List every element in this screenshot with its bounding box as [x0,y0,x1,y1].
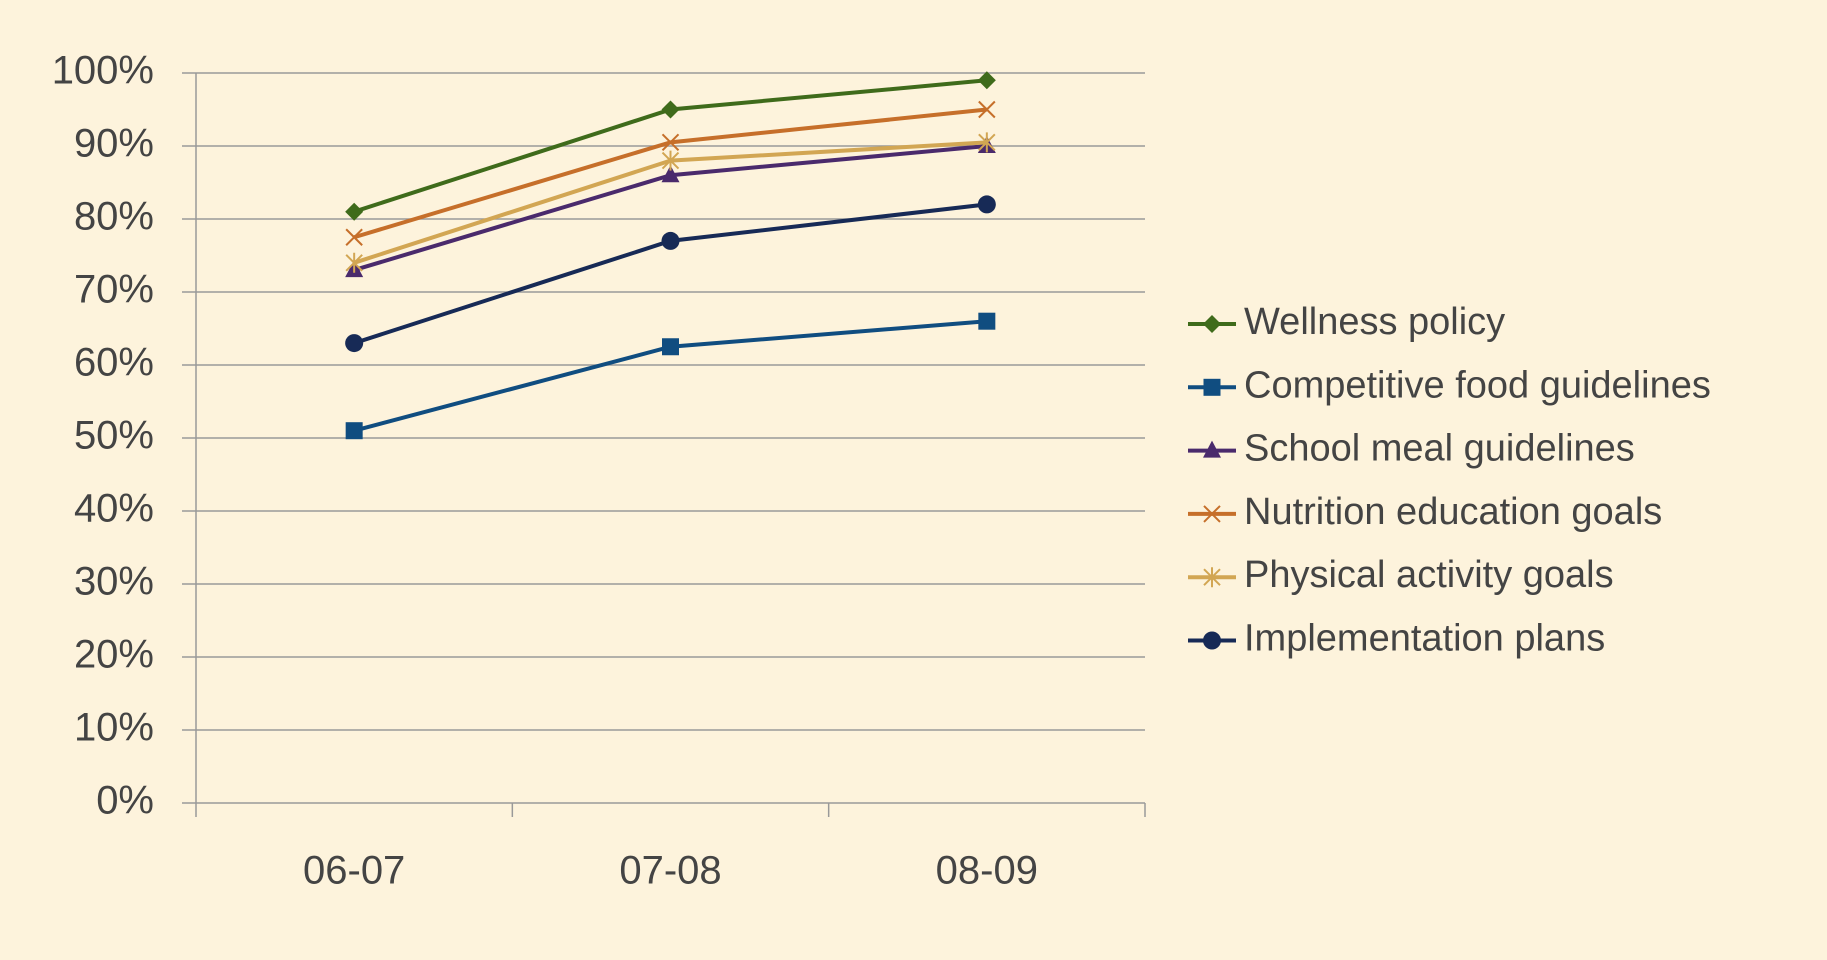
marker [978,100,996,119]
marker [661,150,680,171]
marker [1203,378,1221,396]
legend-label: Implementation plans [1244,618,1605,660]
x-tick-label: 08-09 [936,849,1038,893]
legend-label: Physical activity goals [1244,554,1614,596]
y-tick-label: 70% [74,268,154,312]
marker [661,133,680,152]
series-line [353,319,987,433]
marker [1203,505,1221,523]
marker [661,231,680,250]
y-tick-label: 80% [74,195,154,239]
marker [978,312,996,330]
marker [345,228,363,246]
y-tick-label: 20% [74,633,154,677]
y-tick-label: 100% [52,49,154,93]
y-tick-label: 60% [74,341,154,385]
marker [345,334,364,353]
y-tick-label: 10% [74,706,154,750]
marker [345,202,364,221]
marker [1203,315,1221,333]
series [345,71,996,221]
series [345,132,996,273]
legend-label: Wellness policy [1244,301,1505,343]
legend-label: Nutrition education goals [1244,491,1662,533]
marker [978,132,996,153]
series [345,195,996,353]
y-tick-label: 0% [96,779,154,823]
y-tick-label: 50% [74,414,154,458]
y-tick-label: 90% [74,122,154,166]
marker [1203,567,1221,588]
marker [662,338,679,356]
y-tick-label: 40% [74,487,154,531]
marker [661,100,680,119]
marker [345,252,363,273]
series [345,100,996,246]
legend-label: School meal guidelines [1244,428,1635,470]
x-tick-label: 07-08 [619,849,721,893]
marker [1203,631,1221,650]
series [345,136,996,278]
marker [977,195,996,214]
x-tick-label: 06-07 [303,849,405,893]
marker [661,165,680,183]
marker [1203,440,1221,458]
marker [345,422,363,440]
y-tick-label: 30% [74,560,154,604]
series-line [353,202,988,346]
series [345,312,996,440]
marker [977,71,996,90]
legend-label: Competitive food guidelines [1244,364,1711,406]
